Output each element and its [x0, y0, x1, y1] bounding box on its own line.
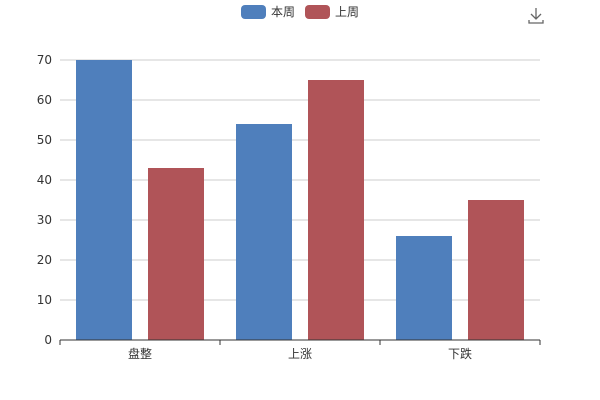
- bar-本周: [396, 236, 452, 340]
- bar-上周: [468, 200, 524, 340]
- legend-label: 本周: [271, 5, 295, 19]
- legend-label: 上周: [335, 5, 359, 19]
- legend-swatch: [241, 5, 266, 19]
- y-tick-label: 60: [37, 93, 52, 107]
- y-tick-label: 10: [37, 293, 52, 307]
- bar-上周: [308, 80, 364, 340]
- x-tick-label: 上涨: [288, 346, 312, 361]
- x-tick-label: 下跌: [448, 346, 472, 361]
- bar-本周: [76, 60, 132, 340]
- download-icon[interactable]: [528, 8, 544, 24]
- bar-本周: [236, 124, 292, 340]
- y-tick-label: 40: [37, 173, 52, 187]
- y-tick-label: 50: [37, 133, 52, 147]
- y-tick-label: 70: [37, 53, 52, 67]
- y-tick-label: 30: [37, 213, 52, 227]
- x-tick-label: 盘整: [128, 346, 152, 361]
- y-tick-label: 20: [37, 253, 52, 267]
- bar-上周: [148, 168, 204, 340]
- legend-swatch: [305, 5, 330, 19]
- y-tick-label: 0: [44, 333, 52, 347]
